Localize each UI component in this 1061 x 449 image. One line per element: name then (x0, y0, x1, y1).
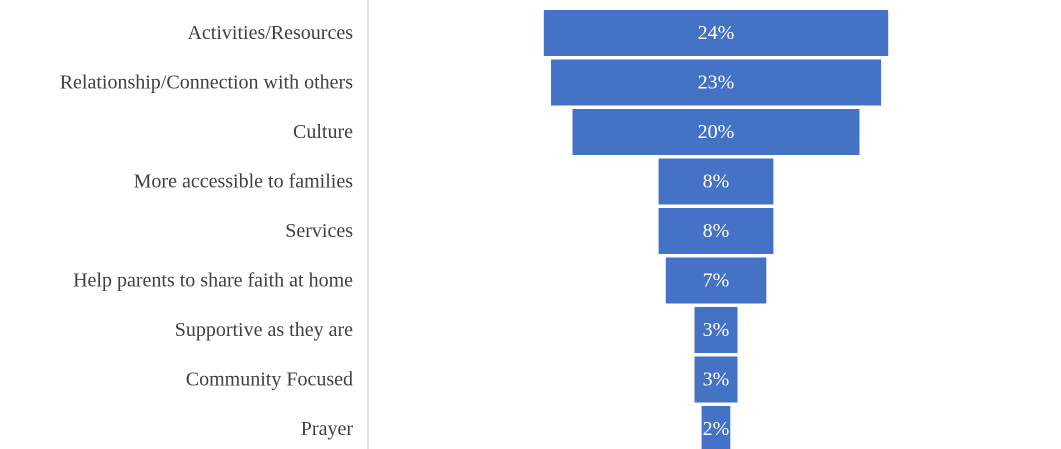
bar-value-label: 23% (698, 72, 735, 94)
category-label: More accessible to families (134, 171, 354, 193)
bar-value-label: 8% (703, 171, 730, 193)
category-label: Relationship/Connection with others (60, 72, 354, 94)
category-label: Services (285, 220, 353, 242)
category-label: Prayer (301, 418, 354, 440)
category-label: Activities/Resources (187, 22, 353, 44)
bar-value-label: 24% (698, 22, 735, 44)
category-label: Community Focused (186, 369, 353, 391)
bar-value-label: 3% (703, 319, 730, 341)
bar-value-label: 3% (703, 369, 730, 391)
value-labels-group: 24% 23% 20% 8% 8% 7% 3% 3% 2% (698, 22, 735, 440)
bar-value-label: 8% (703, 220, 730, 242)
category-label: Culture (293, 121, 353, 143)
bar-value-label: 20% (698, 121, 735, 143)
category-labels-group: Activities/Resources Relationship/Connect… (60, 22, 354, 440)
category-label: Supportive as they are (175, 319, 353, 341)
bar-value-label: 7% (703, 270, 730, 292)
category-label: Help parents to share faith at home (73, 270, 353, 292)
bar-value-label: 2% (703, 418, 730, 440)
